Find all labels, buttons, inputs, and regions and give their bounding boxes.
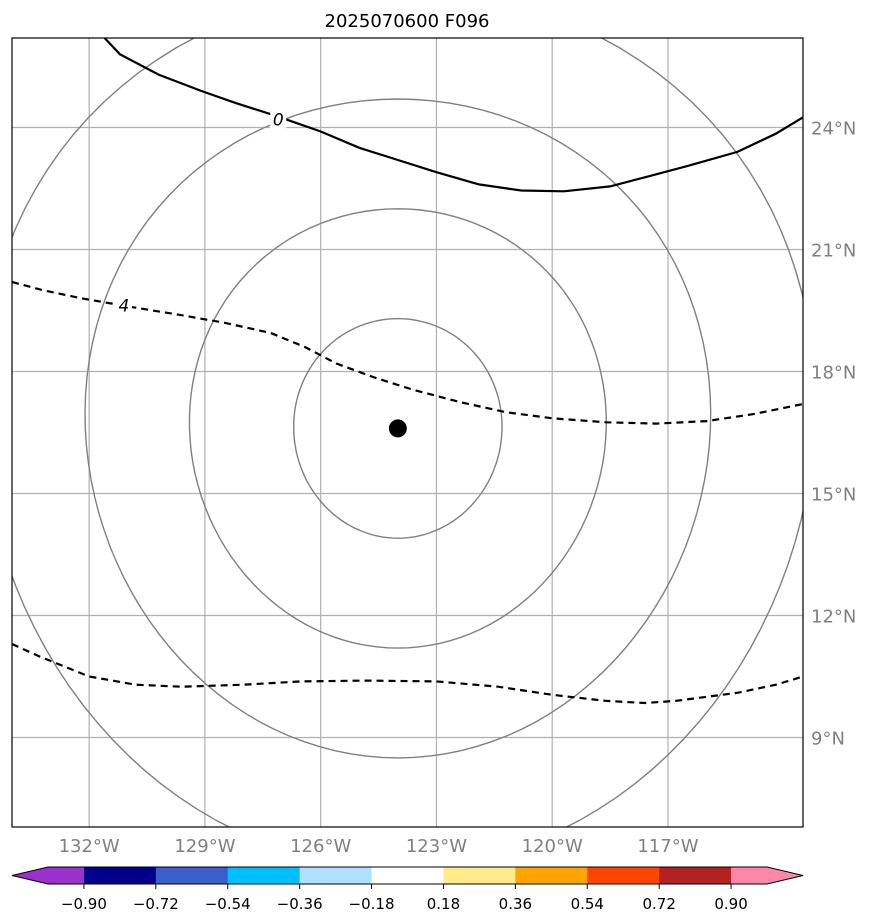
range-ring	[84, 98, 712, 759]
colorbar-segment	[659, 867, 732, 884]
colorbar-tick-label: 0.36	[499, 895, 532, 913]
colorbar-segments	[11, 866, 804, 885]
colorbar-segment	[155, 867, 229, 884]
longitude-tick-label: 126°W	[290, 836, 351, 857]
latitude-tick-label: 12°N	[811, 607, 856, 628]
colorbar-tick-label: −0.36	[277, 895, 323, 913]
range-ring	[293, 317, 503, 539]
colorbar-tick-label: −0.18	[349, 895, 395, 913]
colorbar-tick-label: 0.72	[642, 895, 675, 913]
latitude-tick-label: 21°N	[811, 240, 856, 261]
colorbar-segment	[299, 867, 373, 884]
contour-label-background	[270, 109, 287, 130]
contour-line	[103, 38, 803, 193]
colorbar-segment	[443, 867, 516, 884]
longitude-tick-label: 129°W	[174, 836, 235, 857]
colorbar-labels: −0.90 −0.72 −0.54 −0.36 −0.18 0.18 0.36 0.54 0.7…	[61, 895, 748, 913]
contour-lines: 04	[12, 38, 803, 705]
colorbar-tick-label: −0.90	[61, 895, 107, 913]
range-ring	[188, 208, 607, 649]
colorbar-segment	[83, 867, 157, 884]
colorbar-under-extension	[12, 867, 84, 884]
contour-label: 0	[273, 110, 284, 130]
lat-lon-grid	[12, 38, 803, 827]
range-rings	[12, 38, 803, 827]
colorbar-over-extension	[731, 867, 803, 884]
colorbar-tick-label: 0.90	[714, 895, 747, 913]
map-panel: 04	[11, 37, 804, 828]
longitude-tick-label: 123°W	[406, 836, 467, 857]
colorbar-tick-label: −0.72	[133, 895, 179, 913]
colorbar-ticks	[83, 884, 732, 889]
latitude-tick-label: 24°N	[811, 118, 856, 139]
latitude-tick-label: 18°N	[811, 362, 856, 383]
colorbar-segment	[587, 867, 660, 884]
range-ring	[12, 38, 803, 827]
longitude-tick-label: 117°W	[637, 836, 698, 857]
longitude-labels: 132°W 129°W 126°W 123°W 120°W 117°W	[59, 836, 699, 857]
latitude-tick-label: 9°N	[811, 729, 845, 750]
contour-label-background	[115, 295, 132, 316]
colorbar: −0.90 −0.72 −0.54 −0.36 −0.18 0.18 0.36 0.54 0.7…	[11, 866, 804, 913]
colorbar-segment	[515, 867, 588, 884]
colorbar-segment	[227, 867, 301, 884]
latitude-tick-label: 15°N	[811, 485, 856, 506]
figure-title: 2025070600 F096	[325, 11, 490, 32]
map-frame	[11, 37, 804, 828]
contour-label: 4	[118, 297, 129, 317]
colorbar-tick-label: 0.18	[427, 895, 460, 913]
longitude-tick-label: 132°W	[59, 836, 120, 857]
map-background	[12, 38, 803, 827]
longitude-tick-label: 120°W	[522, 836, 583, 857]
contour-line	[12, 280, 803, 425]
colorbar-outline	[11, 866, 804, 885]
storm-center	[388, 419, 407, 438]
colorbar-tick-label: −0.54	[205, 895, 251, 913]
colorbar-tick-label: 0.54	[571, 895, 604, 913]
latitude-labels: 9°N 12°N 15°N 18°N 21°N 24°N	[811, 118, 856, 749]
storm-center-marker	[388, 419, 407, 438]
colorbar-segment	[371, 867, 444, 884]
